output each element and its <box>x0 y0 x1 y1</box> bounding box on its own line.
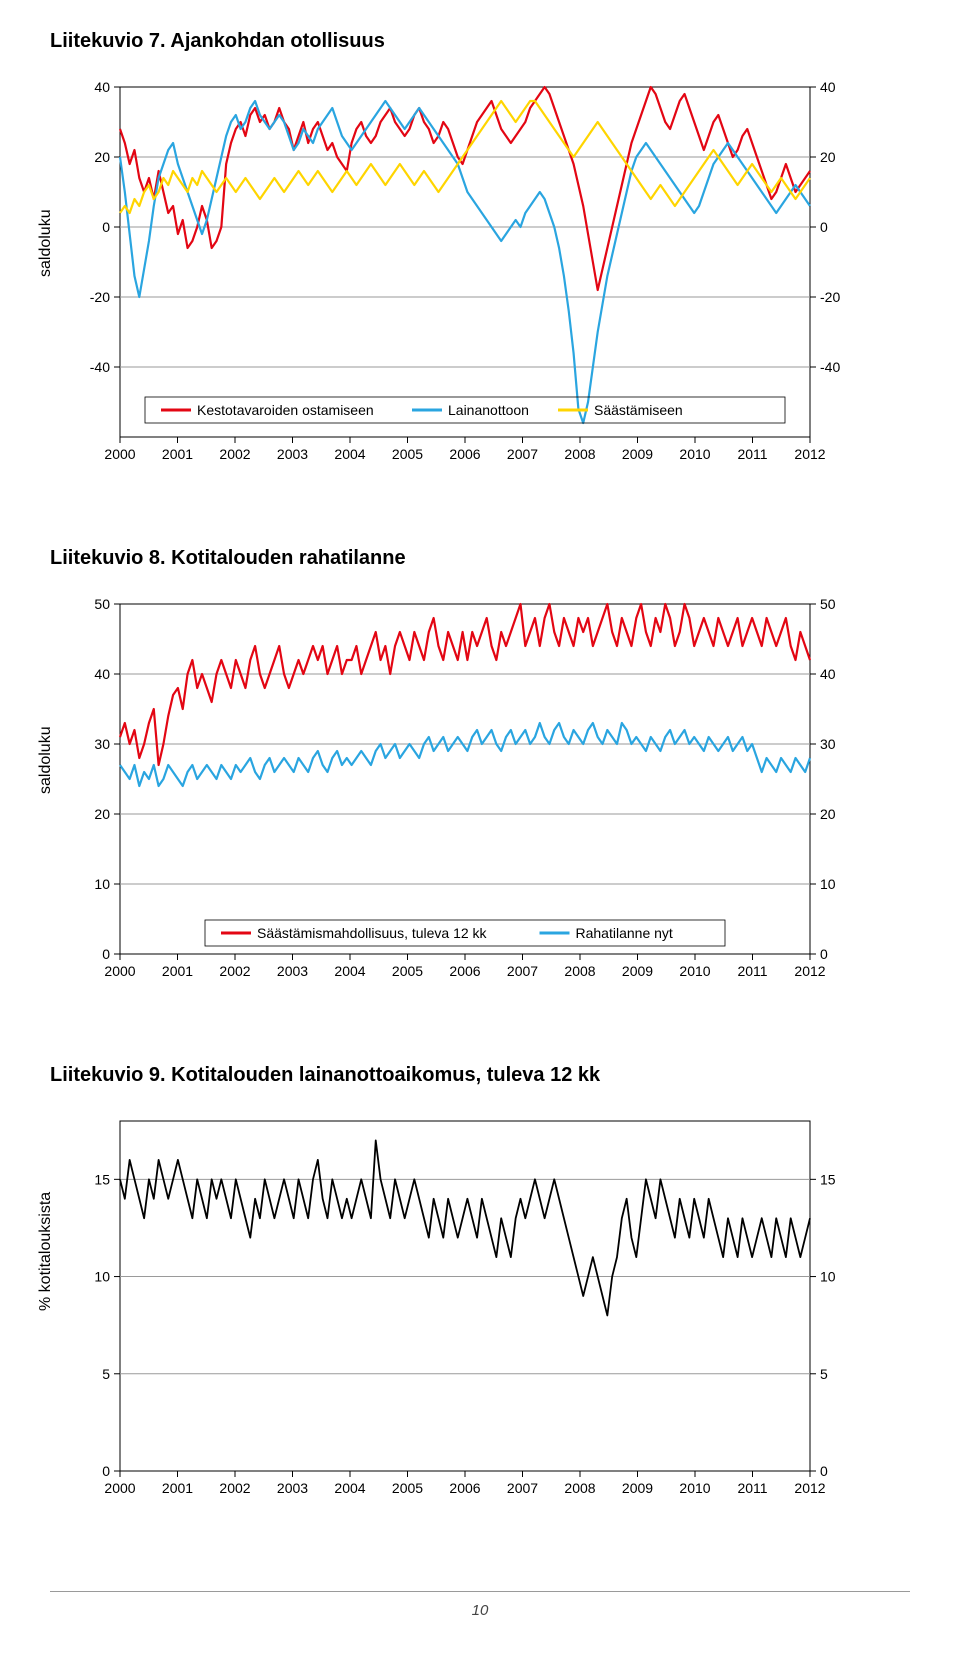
page-number: 10 <box>472 1602 489 1619</box>
svg-text:5: 5 <box>820 1366 828 1382</box>
svg-text:2008: 2008 <box>564 446 595 462</box>
chart7-ylabel: saldoluku <box>37 209 55 277</box>
svg-text:2003: 2003 <box>277 1480 308 1496</box>
svg-text:2012: 2012 <box>794 446 825 462</box>
svg-text:40: 40 <box>94 79 110 95</box>
svg-text:40: 40 <box>820 79 836 95</box>
chart7-wrap: saldoluku -40-40-20-20002020404020002001… <box>50 67 910 487</box>
svg-text:40: 40 <box>820 666 836 682</box>
svg-text:2003: 2003 <box>277 963 308 979</box>
svg-text:2011: 2011 <box>737 963 767 979</box>
svg-text:2006: 2006 <box>449 446 480 462</box>
svg-text:15: 15 <box>820 1171 836 1187</box>
chart7-title: Liitekuvio 7. Ajankohdan otollisuus <box>50 30 910 53</box>
chart8-title: Liitekuvio 8. Kotitalouden rahatilanne <box>50 547 910 570</box>
chart8-wrap: saldoluku 001010202030304040505020002001… <box>50 584 910 1004</box>
svg-text:0: 0 <box>102 219 110 235</box>
svg-text:50: 50 <box>94 596 110 612</box>
svg-text:2011: 2011 <box>737 446 767 462</box>
svg-text:2007: 2007 <box>507 446 538 462</box>
svg-text:2006: 2006 <box>449 1480 480 1496</box>
svg-text:2001: 2001 <box>162 1480 193 1496</box>
svg-text:2010: 2010 <box>679 963 710 979</box>
svg-text:30: 30 <box>94 736 110 752</box>
svg-text:2008: 2008 <box>564 963 595 979</box>
svg-text:2005: 2005 <box>392 1480 423 1496</box>
svg-text:10: 10 <box>94 876 110 892</box>
svg-text:50: 50 <box>820 596 836 612</box>
svg-text:2007: 2007 <box>507 1480 538 1496</box>
svg-text:20: 20 <box>820 149 836 165</box>
svg-text:2012: 2012 <box>794 963 825 979</box>
svg-text:0: 0 <box>820 1463 828 1479</box>
svg-text:2000: 2000 <box>104 446 135 462</box>
svg-text:2002: 2002 <box>219 446 250 462</box>
svg-text:0: 0 <box>820 946 828 962</box>
svg-text:10: 10 <box>820 876 836 892</box>
svg-text:-20: -20 <box>90 289 110 305</box>
svg-text:30: 30 <box>820 736 836 752</box>
svg-text:20: 20 <box>94 149 110 165</box>
svg-text:Säästämiseen: Säästämiseen <box>594 402 683 418</box>
svg-text:2001: 2001 <box>162 963 193 979</box>
svg-text:2003: 2003 <box>277 446 308 462</box>
svg-text:2000: 2000 <box>104 1480 135 1496</box>
svg-text:2004: 2004 <box>334 446 365 462</box>
svg-text:2004: 2004 <box>334 963 365 979</box>
svg-text:2004: 2004 <box>334 1480 365 1496</box>
svg-text:2009: 2009 <box>622 1480 653 1496</box>
svg-text:2008: 2008 <box>564 1480 595 1496</box>
svg-text:Kestotavaroiden ostamiseen: Kestotavaroiden ostamiseen <box>197 402 374 418</box>
svg-text:5: 5 <box>102 1366 110 1382</box>
svg-text:0: 0 <box>102 1463 110 1479</box>
chart7-svg: -40 -40 -20 -20 0 0 20 20 40 40 2000 2001 2002 2003 20… <box>50 67 870 487</box>
chart9-svg: 0 0 5 5 10 10 15 15 2000 2001 2002 2003 2004 2005 2006… <box>50 1101 870 1521</box>
svg-text:2006: 2006 <box>449 963 480 979</box>
svg-text:Lainanottoon: Lainanottoon <box>448 402 529 418</box>
svg-text:Rahatilanne nyt: Rahatilanne nyt <box>576 925 673 941</box>
svg-text:-40: -40 <box>820 359 840 375</box>
svg-text:2005: 2005 <box>392 446 423 462</box>
svg-text:Säästämismahdollisuus, tuleva: Säästämismahdollisuus, tuleva 12 kk <box>257 925 488 941</box>
chart9-wrap: % kotitalouksista 0055101015152000200120… <box>50 1101 910 1521</box>
svg-text:2001: 2001 <box>162 446 193 462</box>
svg-text:-20: -20 <box>820 289 840 305</box>
svg-text:2002: 2002 <box>219 1480 250 1496</box>
svg-text:20: 20 <box>94 806 110 822</box>
svg-text:2011: 2011 <box>737 1480 767 1496</box>
svg-text:2010: 2010 <box>679 1480 710 1496</box>
chart8-svg: 0 0 10 10 20 20 30 30 40 40 50 50 2000 2001 2002 2003 20… <box>50 584 870 1004</box>
svg-text:10: 10 <box>820 1269 836 1285</box>
svg-text:2005: 2005 <box>392 963 423 979</box>
chart8-ylabel: saldoluku <box>37 726 55 794</box>
svg-text:0: 0 <box>102 946 110 962</box>
svg-text:20: 20 <box>820 806 836 822</box>
svg-text:15: 15 <box>94 1171 110 1187</box>
svg-text:10: 10 <box>94 1269 110 1285</box>
svg-text:2012: 2012 <box>794 1480 825 1496</box>
svg-text:2002: 2002 <box>219 963 250 979</box>
page: Liitekuvio 7. Ajankohdan otollisuus sald… <box>0 0 960 1660</box>
svg-text:40: 40 <box>94 666 110 682</box>
svg-text:2000: 2000 <box>104 963 135 979</box>
svg-text:2007: 2007 <box>507 963 538 979</box>
footer: 10 <box>50 1591 910 1620</box>
svg-text:2009: 2009 <box>622 446 653 462</box>
chart9-ylabel: % kotitalouksista <box>37 1192 55 1311</box>
svg-text:-40: -40 <box>90 359 110 375</box>
svg-text:2009: 2009 <box>622 963 653 979</box>
chart9-title: Liitekuvio 9. Kotitalouden lainanottoaik… <box>50 1064 910 1087</box>
svg-text:2010: 2010 <box>679 446 710 462</box>
svg-text:0: 0 <box>820 219 828 235</box>
